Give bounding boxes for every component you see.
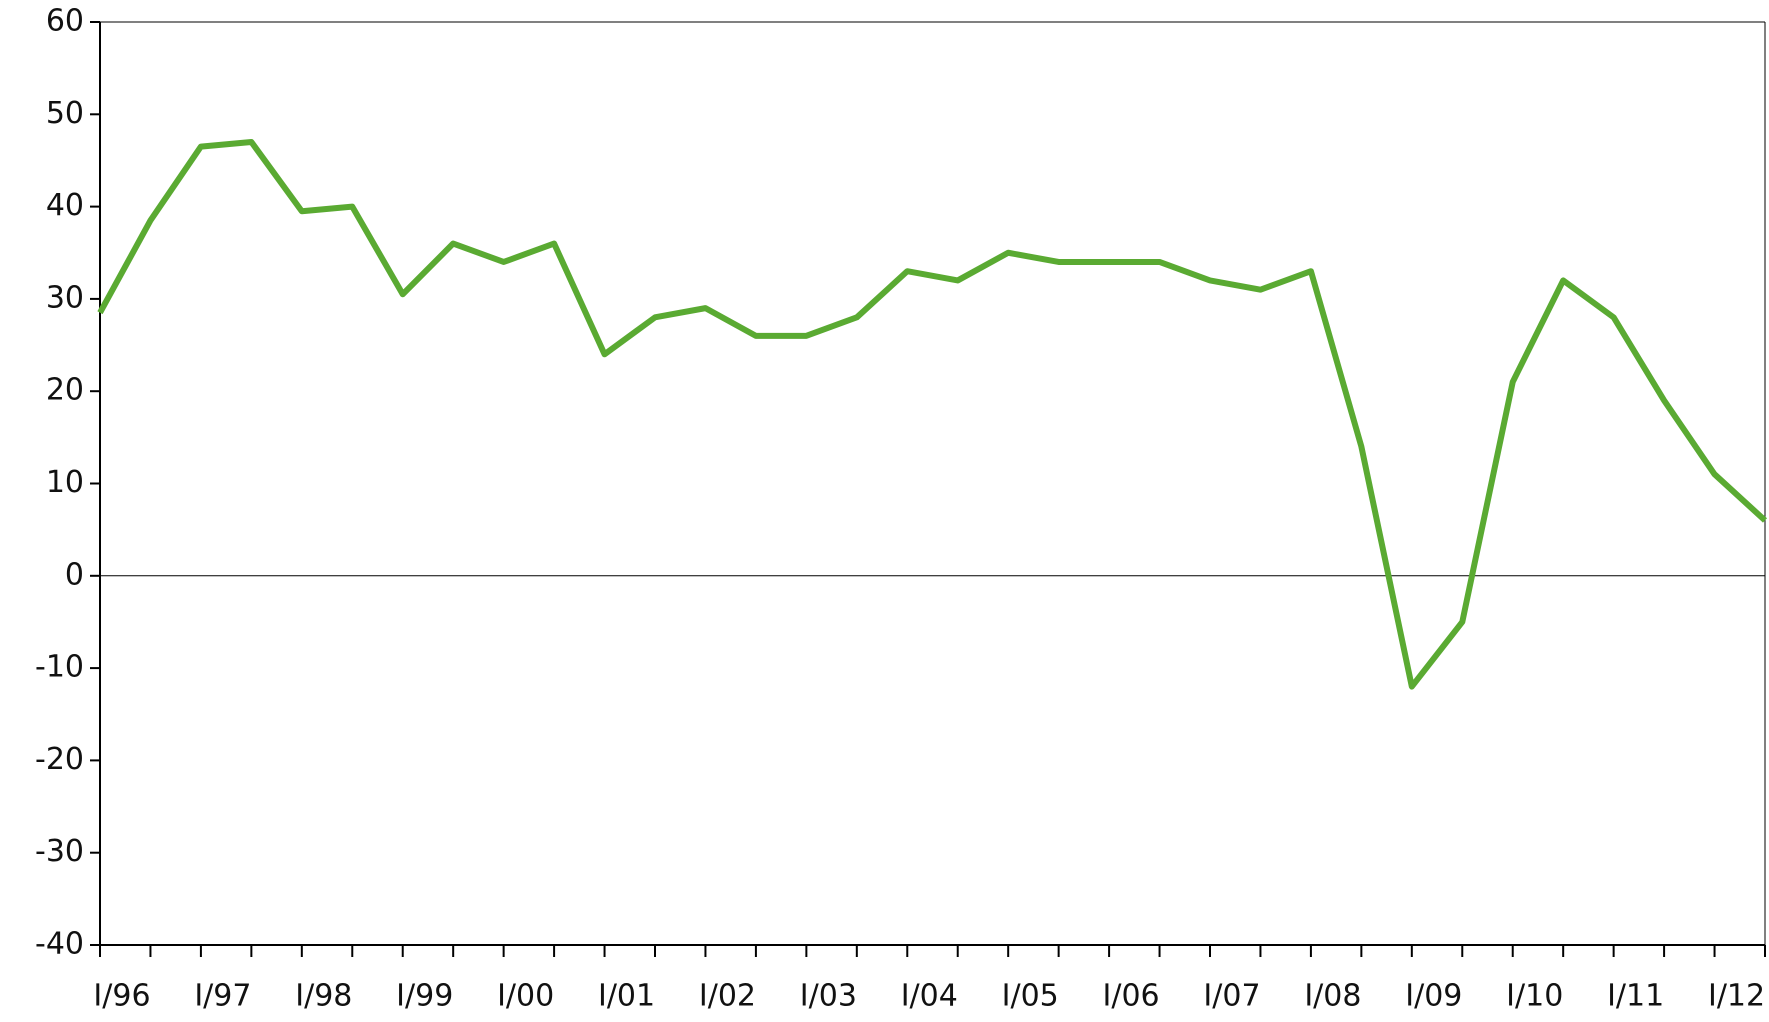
y-tick-label: 50 — [46, 96, 84, 131]
x-tick-label: I/97 — [194, 979, 251, 1014]
y-tick-label: -40 — [35, 927, 84, 962]
y-tick-label: -30 — [35, 834, 84, 869]
x-tick-label: I/11 — [1607, 979, 1664, 1014]
x-tick-label: I/08 — [1304, 979, 1361, 1014]
y-tick-label: 60 — [46, 4, 84, 39]
data-line — [97, 138, 1768, 690]
x-tick-label: I/12 — [1708, 979, 1765, 1014]
x-tick-label: I/04 — [901, 979, 958, 1014]
x-tick-label: I/10 — [1506, 979, 1563, 1014]
x-tick-label: I/09 — [1405, 979, 1462, 1014]
y-tick-label: -10 — [35, 650, 84, 685]
x-tick-label: I/03 — [800, 979, 857, 1014]
x-tick-label: I/05 — [1002, 979, 1059, 1014]
y-tick-label: 30 — [46, 280, 84, 315]
x-tick-label: I/06 — [1103, 979, 1160, 1014]
x-tick-label: I/07 — [1203, 979, 1260, 1014]
x-tick-label: I/00 — [497, 979, 554, 1014]
x-tick-label: I/99 — [396, 979, 453, 1014]
y-tick-label: 10 — [46, 465, 84, 500]
x-tick-label: I/98 — [295, 979, 352, 1014]
x-tick-label: I/01 — [598, 979, 655, 1014]
x-tick-label: I/96 — [93, 979, 150, 1014]
y-tick-label: 20 — [46, 373, 84, 408]
y-tick-label: 40 — [46, 188, 84, 223]
y-tick-label: 0 — [65, 557, 84, 592]
y-tick-label: -20 — [35, 742, 84, 777]
x-tick-label: I/02 — [699, 979, 756, 1014]
